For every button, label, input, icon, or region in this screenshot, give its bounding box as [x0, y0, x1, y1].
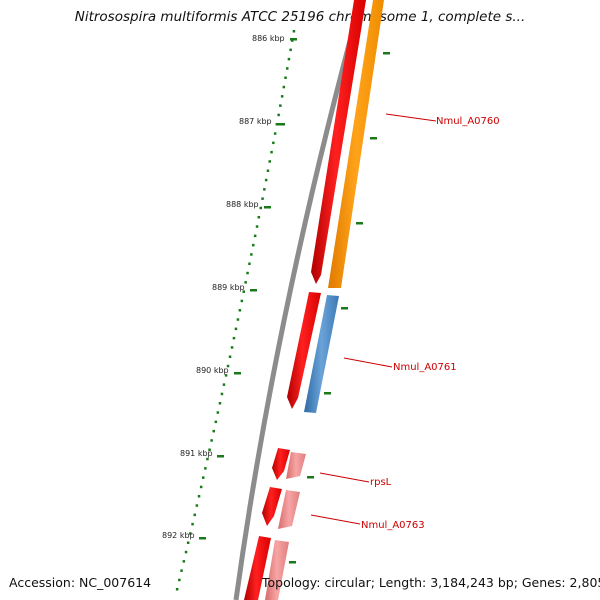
scale-minor-tick	[261, 197, 264, 200]
scale-minor-tick	[216, 411, 220, 414]
scale-label-890: 890 kbp	[196, 366, 229, 375]
gene-labels: Nmul_A0760 Nmul_A0761 rpsL Nmul_A0763	[361, 116, 500, 531]
gene-label-Nmul_A0760[interactable]: Nmul_A0760	[436, 116, 500, 127]
scale-minor-tick	[286, 67, 289, 70]
scale-minor-tick	[287, 57, 291, 61]
scale-minor-tick	[210, 439, 213, 442]
scale-minor-tick	[253, 234, 257, 238]
gene-Nmul_A0761-reverse[interactable]	[304, 295, 339, 413]
scale-minor-tick	[284, 76, 287, 79]
scale-label-889: 889 kbp	[212, 283, 245, 292]
scale-minor-tick	[236, 318, 240, 321]
scale-minor-tick	[230, 346, 234, 349]
map-title: Nitrosospira multiformis ATCC 25196 chro…	[74, 9, 526, 25]
chromosome-backbone	[233, 0, 364, 600]
scale-minor-tick	[195, 504, 199, 507]
scale-minor-tick	[189, 532, 192, 535]
scale-minor-tick	[175, 588, 179, 591]
scale-minor-tick	[186, 541, 190, 544]
scale-minor-tick	[248, 262, 251, 265]
reverse-strand-genes	[265, 0, 384, 600]
scale-minor-tick	[212, 429, 215, 433]
gene-Nmul_A0763-forward[interactable]	[262, 487, 282, 526]
scale-minor-tick	[292, 30, 296, 33]
scale-minor-tick	[218, 402, 222, 405]
scale-minor-tick	[244, 281, 247, 284]
scale-minor-tick	[277, 113, 280, 117]
scale-minor-tick	[191, 522, 194, 526]
scale-label-886: 886 kbp	[252, 34, 285, 43]
gene-rpsL-forward[interactable]	[272, 448, 290, 480]
scale-label-888: 888 kbp	[226, 200, 259, 209]
scale-minor-tick	[204, 467, 207, 470]
scale-minor-tick	[255, 225, 259, 228]
scale-minor-tick	[263, 188, 266, 191]
scale-minor-tick	[193, 513, 196, 517]
gene-label-Nmul_A0763[interactable]: Nmul_A0763	[361, 520, 425, 531]
scale-labels: 886 kbp 887 kbp 888 kbp 889 kbp 890 kbp …	[162, 34, 285, 540]
scale-minor-tick	[272, 141, 275, 145]
gene-Nmul_A0760-forward[interactable]	[311, 0, 366, 284]
scale-minor-tick	[275, 123, 279, 126]
scale-minor-tick	[199, 485, 203, 489]
gene-next-reverse[interactable]	[265, 540, 289, 600]
forward-strand-genes	[244, 0, 366, 600]
gene-Nmul_A0761-forward[interactable]	[287, 292, 321, 409]
topology-text: Topology: circular; Length: 3,184,243 bp…	[262, 575, 600, 590]
accession-text: Accession: NC_007614	[9, 575, 152, 590]
scale-minor-tick	[214, 420, 218, 424]
scale-minor-tick	[232, 336, 236, 340]
scale-minor-tick	[259, 206, 262, 210]
scale-minor-tick	[270, 150, 273, 154]
scale-label-887: 887 kbp	[239, 117, 272, 126]
scale-minor-tick	[282, 85, 286, 89]
gene-label-leaders	[310, 113, 437, 525]
scale-minor-tick	[220, 392, 224, 396]
scale-major-ticks	[199, 38, 297, 540]
scale-minor-tick	[250, 253, 253, 256]
scale-minor-tick	[264, 178, 268, 182]
gene-label-rpsL[interactable]: rpsL	[370, 477, 392, 488]
scale-minor-tick	[208, 448, 211, 451]
scale-minor-tick	[291, 39, 294, 42]
scale-minor-tick	[268, 160, 271, 163]
scale-minor-tick	[228, 355, 232, 358]
scale-minor-tick	[273, 132, 277, 135]
scale-minor-tick	[252, 243, 255, 247]
scale-minor-tick	[202, 476, 205, 479]
scale-minor-tick	[197, 495, 201, 498]
scale-minor-tick	[180, 569, 183, 572]
scale-minor-tick	[178, 578, 181, 582]
scale-minor-tick	[206, 457, 209, 461]
scale-minor-tick	[184, 550, 188, 554]
scale-minor-tick	[266, 169, 270, 172]
scale-ticks	[175, 30, 296, 591]
scale-minor-tick	[238, 309, 242, 312]
scale-minor-tick	[224, 374, 228, 377]
gene-next-forward[interactable]	[244, 536, 271, 600]
gene-Nmul_A0763-reverse[interactable]	[278, 490, 300, 529]
scale-minor-tick	[280, 95, 284, 98]
scale-minor-tick	[226, 364, 230, 368]
scale-label-891: 891 kbp	[180, 449, 213, 458]
gene-label-Nmul_A0761[interactable]: Nmul_A0761	[393, 362, 457, 373]
scale-label-892: 892 kbp	[162, 531, 195, 540]
scale-minor-tick	[289, 48, 292, 52]
scale-minor-tick	[257, 216, 261, 219]
scale-minor-tick	[279, 104, 282, 107]
scale-minor-tick	[234, 327, 238, 331]
gene-rpsL-reverse[interactable]	[286, 452, 306, 479]
outer-scale-dashes	[289, 52, 390, 564]
gene-Nmul_A0760-reverse[interactable]	[328, 0, 384, 288]
scale-minor-tick	[222, 383, 226, 386]
scale-minor-tick	[240, 299, 244, 303]
scale-minor-tick	[242, 290, 245, 293]
scale-minor-tick	[182, 560, 186, 563]
scale-minor-tick	[246, 271, 249, 275]
